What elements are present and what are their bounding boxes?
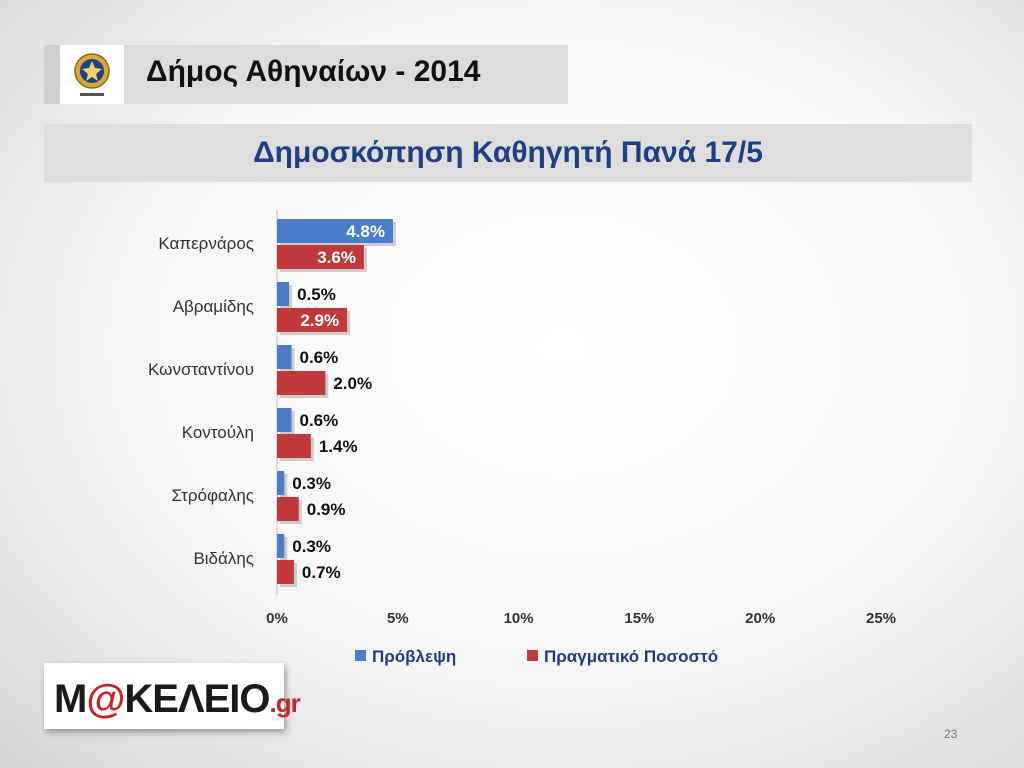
category-label: Βιδάλης bbox=[193, 549, 254, 568]
legend-swatch bbox=[355, 650, 366, 661]
bar-actual bbox=[277, 245, 364, 269]
data-label: 0.3% bbox=[292, 537, 331, 556]
crest-icon bbox=[74, 53, 110, 96]
bar-forecast bbox=[277, 219, 393, 243]
x-tick-label: 10% bbox=[504, 610, 534, 627]
legend-swatch bbox=[527, 650, 538, 661]
municipality-logo bbox=[60, 45, 124, 104]
bar-actual bbox=[277, 308, 348, 332]
bar-forecast bbox=[277, 534, 285, 558]
bar-actual bbox=[277, 434, 311, 458]
category-label: Αβραμίδης bbox=[173, 297, 254, 316]
data-label: 0.3% bbox=[292, 474, 331, 493]
data-label: 2.0% bbox=[333, 374, 372, 393]
brand-wordmark: M@ΚΕΛΕΙΟ.gr bbox=[54, 677, 301, 721]
data-label: 4.8% bbox=[346, 222, 385, 241]
data-label: 3.6% bbox=[317, 248, 356, 267]
x-tick-label: 25% bbox=[866, 610, 896, 627]
bar-forecast bbox=[277, 345, 292, 369]
category-label: Στρόφαλης bbox=[171, 486, 254, 505]
bar-actual bbox=[277, 497, 299, 521]
bar-actual bbox=[277, 560, 294, 584]
legend-label: Πραγματικό Ποσοστό bbox=[544, 647, 718, 666]
data-label: 2.9% bbox=[300, 311, 339, 330]
category-label: Κωνσταντίνου bbox=[148, 360, 254, 379]
chart-title: Δημοσκόπηση Καθηγητή Πανά 17/5 bbox=[253, 136, 763, 169]
bar-forecast bbox=[277, 408, 292, 432]
x-tick-label: 20% bbox=[745, 610, 775, 627]
x-tick-label: 15% bbox=[624, 610, 654, 627]
bar-actual bbox=[277, 371, 326, 395]
bar-forecast bbox=[277, 471, 285, 495]
microphone-icon: Ι bbox=[229, 677, 240, 721]
category-label: Καπερνάρος bbox=[158, 234, 254, 253]
legend-label: Πρόβλεψη bbox=[372, 647, 456, 666]
data-label: 0.6% bbox=[299, 411, 338, 430]
x-tick-label: 5% bbox=[387, 610, 409, 627]
data-label: 1.4% bbox=[319, 437, 358, 456]
page-title: Δήμος Αθηναίων - 2014 bbox=[146, 55, 481, 88]
x-tick-label: 0% bbox=[266, 610, 288, 627]
header-box bbox=[44, 45, 568, 104]
data-label: 0.7% bbox=[302, 563, 341, 582]
data-label: 0.9% bbox=[307, 500, 346, 519]
data-label: 0.5% bbox=[297, 285, 336, 304]
brand-logo: M@ΚΕΛΕΙΟ.gr bbox=[44, 663, 301, 729]
data-label: 0.6% bbox=[299, 348, 338, 367]
category-label: Κοντούλη bbox=[182, 423, 254, 442]
bar-forecast bbox=[277, 282, 290, 306]
page-number: 23 bbox=[944, 727, 958, 741]
chart-title-bar bbox=[44, 124, 972, 182]
